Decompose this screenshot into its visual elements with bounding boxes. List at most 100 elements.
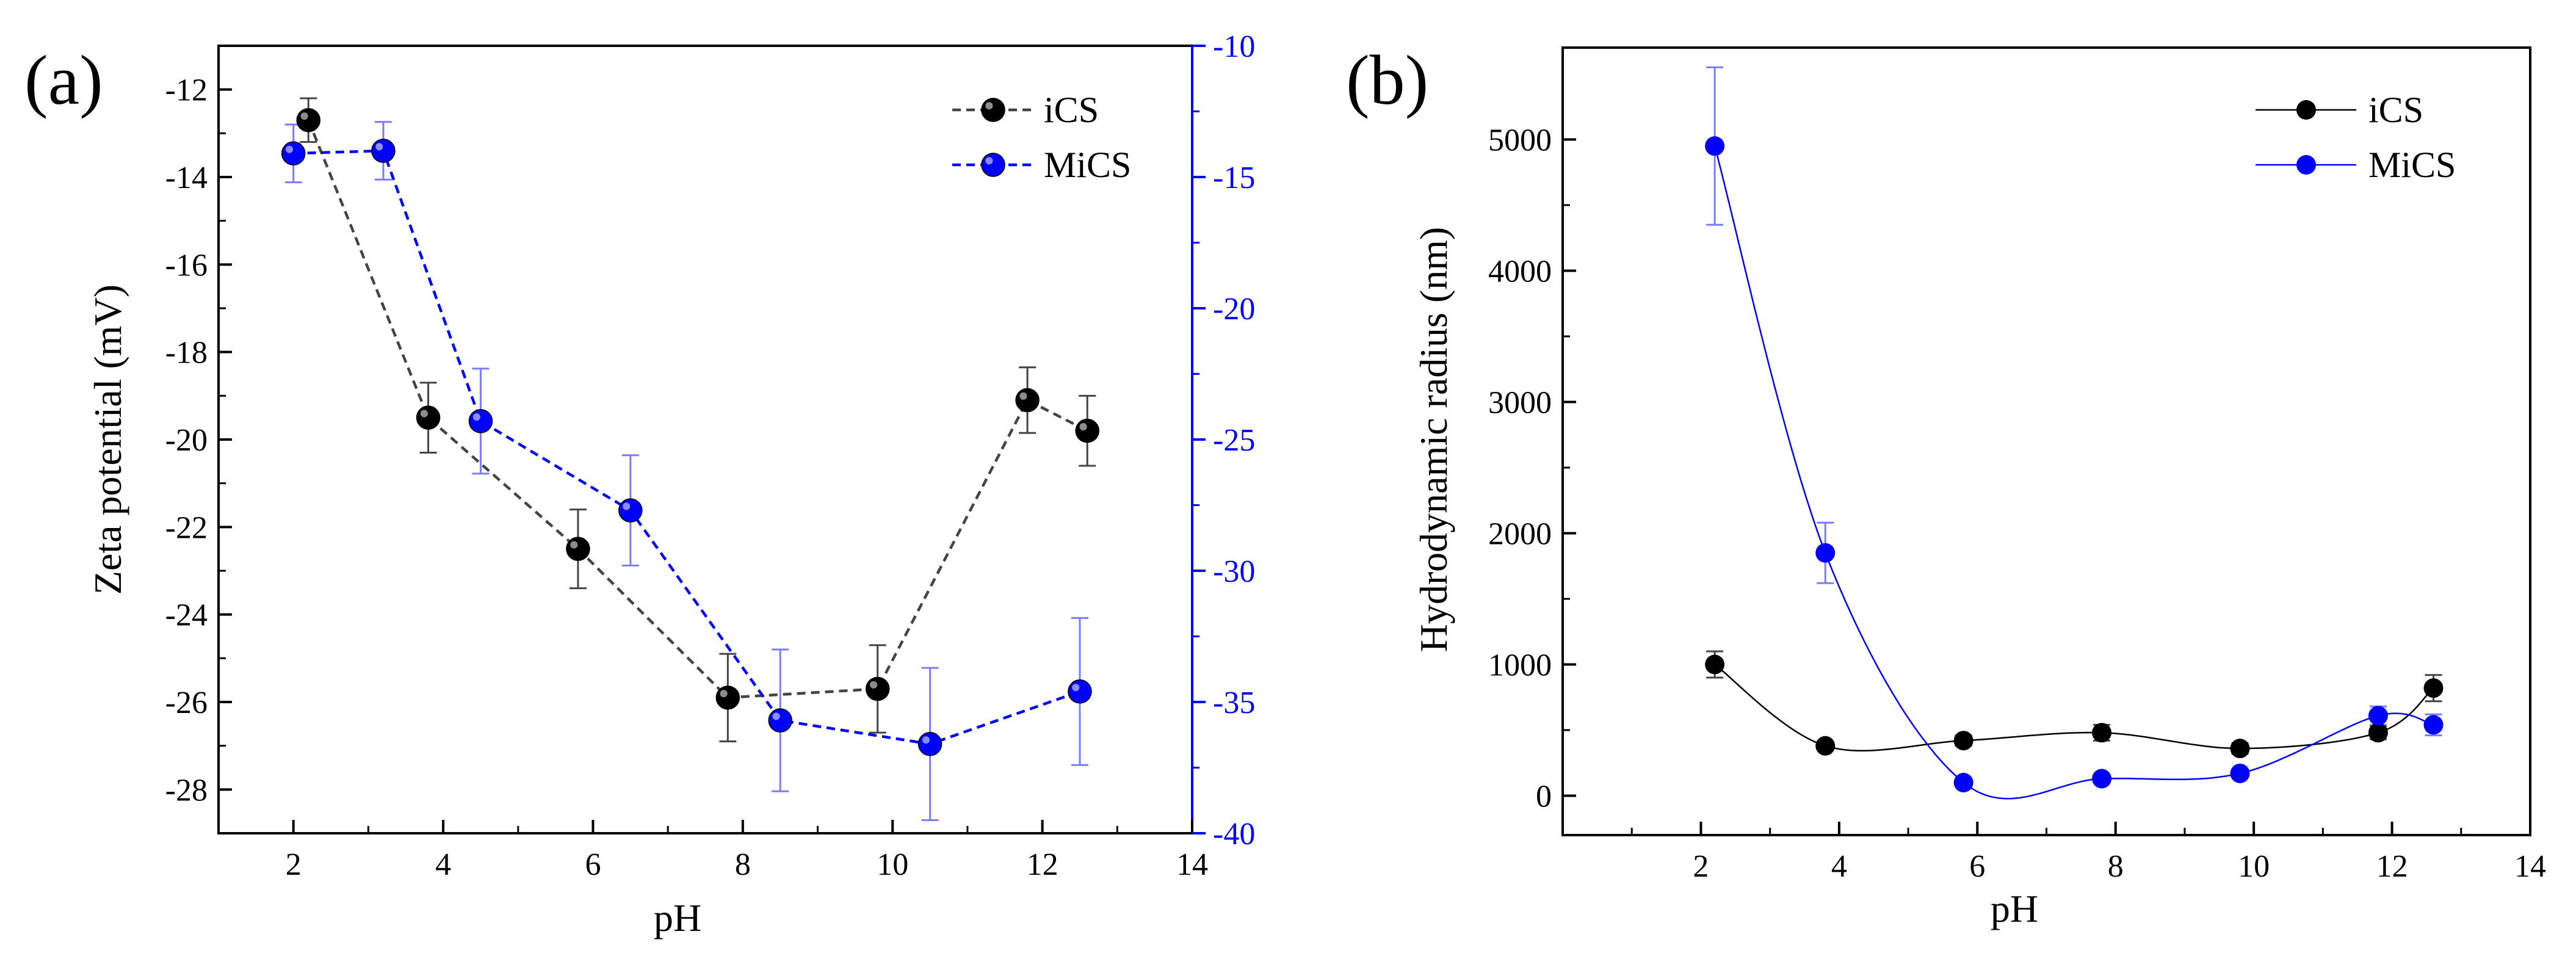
point-MiCS-highlight: [772, 712, 780, 720]
y-tick-label-right: -40: [1213, 817, 1255, 852]
point-MiCS: [281, 141, 306, 166]
panel-a-chart: 2 4 6 8 10 12 14 -28 -26 -24 -22 -20 -18 -16 -14 -12 -40…: [86, 29, 1255, 939]
y-tick-label-left: -16: [165, 248, 208, 283]
legend-marker-iCS-highlight: [985, 102, 993, 110]
y-tick-label-left: -20: [165, 423, 208, 458]
point-iCS: [2092, 723, 2112, 743]
point-iCS-highlight: [720, 690, 728, 698]
panel-label-b: (b): [1346, 42, 1428, 120]
point-MiCS: [917, 732, 942, 756]
point-iCS: [2368, 723, 2388, 743]
legend-marker-iCS: [2296, 100, 2316, 120]
y-tick-label-left: -18: [165, 336, 208, 371]
panel-b-axes: 2 4 6 8 10 12 14 0 1000 2000 3000 4000 5000: [1488, 123, 2546, 885]
x-tick-label: 12: [1027, 847, 1058, 882]
panel-b-y-axis-label: Hydrodynamic radius (nm): [1412, 227, 1455, 653]
point-MiCS: [1705, 136, 1725, 156]
point-MiCS: [2368, 706, 2388, 726]
x-tick-label: 6: [585, 847, 601, 882]
panel-b-error-bars: [1706, 66, 2442, 787]
point-iCS: [2230, 739, 2250, 759]
point-MiCS-highlight: [623, 502, 631, 510]
point-MiCS: [1953, 773, 1974, 792]
point-MiCS: [468, 409, 493, 433]
x-tick-label: 4: [435, 847, 451, 882]
point-MiCS: [371, 139, 396, 163]
y-tick-label: 3000: [1488, 386, 1552, 421]
legend-marker-MiCS: [2296, 155, 2316, 175]
x-tick-label: 12: [2376, 849, 2408, 884]
point-MiCS: [1815, 543, 1836, 563]
panel-label-a: (a): [24, 42, 103, 120]
x-tick-label: 4: [1831, 849, 1847, 884]
y-tick-label-left: -12: [165, 73, 208, 108]
point-MiCS: [2092, 769, 2112, 789]
point-iCS-highlight: [869, 681, 878, 689]
legend-label-MiCS: MiCS: [1044, 145, 1131, 185]
y-tick-label-right: -35: [1213, 686, 1255, 720]
point-iCS-highlight: [570, 541, 578, 549]
y-tick-label-right: -15: [1213, 161, 1255, 195]
panel-a-points: [281, 108, 1099, 756]
y-tick-label-left: -22: [165, 510, 208, 545]
panel-a-legend: iCS MiCS: [952, 90, 1131, 185]
y-tick-label: 2000: [1488, 517, 1552, 552]
point-iCS: [1815, 736, 1836, 756]
x-tick-label: 8: [2108, 849, 2124, 884]
point-iCS: [416, 405, 441, 430]
y-tick-label-right: -25: [1213, 423, 1255, 458]
point-MiCS: [2230, 763, 2250, 783]
point-iCS: [1705, 654, 1725, 675]
y-tick-label-right: -10: [1213, 29, 1255, 64]
series-line-MiCS: [1713, 145, 2434, 800]
legend-label-MiCS: MiCS: [2368, 145, 2456, 185]
point-iCS: [2423, 678, 2444, 698]
legend-marker-iCS: [981, 98, 1005, 122]
panel-a-axes: 2 4 6 8 10 12 14 -28 -26 -24 -22 -20 -18 -16 -14 -12 -40…: [165, 29, 1256, 882]
point-iCS-highlight: [300, 112, 308, 120]
x-tick-label: 14: [2514, 849, 2546, 884]
y-tick-label: 0: [1536, 780, 1552, 814]
point-MiCS: [618, 498, 643, 523]
series-line-MiCS: [293, 149, 1080, 746]
panel-b-legend: iCS MiCS: [2256, 90, 2456, 185]
x-tick-label: 2: [286, 847, 302, 882]
point-iCS: [1075, 418, 1099, 443]
x-tick-label: 10: [2238, 849, 2270, 884]
panel-a-x-axis-label: pH: [654, 896, 701, 939]
point-iCS-highlight: [420, 410, 428, 418]
panel-b-x-axis-label: pH: [1991, 887, 2038, 930]
panel-b-lines: [1713, 145, 2434, 800]
point-iCS: [715, 686, 740, 710]
point-MiCS-highlight: [375, 143, 383, 151]
point-MiCS-highlight: [472, 413, 480, 421]
point-iCS: [296, 108, 320, 132]
y-tick-label-right: -20: [1213, 292, 1255, 327]
y-tick-label-left: -26: [165, 686, 208, 720]
point-MiCS-highlight: [285, 145, 294, 153]
point-MiCS: [1068, 679, 1092, 704]
x-tick-label: 10: [877, 847, 908, 882]
x-tick-label: 14: [1176, 847, 1208, 882]
panel-a-lines: [293, 119, 1088, 746]
point-iCS: [865, 676, 890, 701]
point-MiCS-highlight: [922, 736, 930, 744]
y-tick-label: 5000: [1488, 123, 1552, 158]
x-tick-label: 6: [1969, 849, 1985, 884]
point-iCS: [566, 537, 590, 561]
legend-label-iCS: iCS: [1044, 90, 1099, 130]
panel-b-points: [1705, 136, 2444, 792]
point-MiCS: [768, 708, 792, 733]
y-tick-label: 4000: [1488, 255, 1552, 289]
point-iCS-highlight: [1019, 392, 1027, 400]
legend-label-iCS: iCS: [2368, 90, 2423, 130]
y-tick-label-left: -28: [165, 773, 208, 808]
y-tick-label-left: -14: [165, 161, 208, 195]
x-tick-label: 8: [735, 847, 751, 882]
panel-a-error-bars: [284, 97, 1096, 821]
x-tick-label: 2: [1693, 849, 1709, 884]
point-iCS: [1953, 731, 1974, 751]
